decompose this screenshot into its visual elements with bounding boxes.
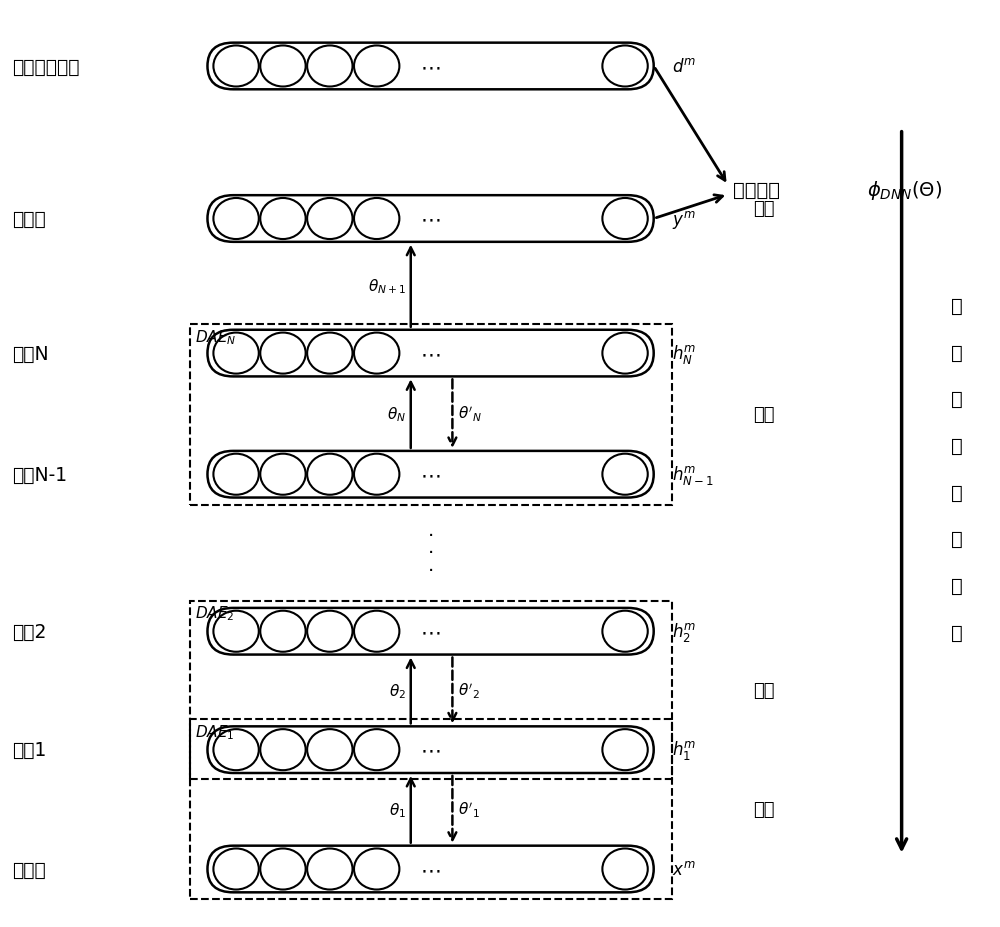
Circle shape	[260, 333, 306, 375]
Text: $\phi_{DNN}(\Theta)$: $\phi_{DNN}(\Theta)$	[867, 179, 942, 202]
Circle shape	[354, 611, 399, 652]
Text: $\cdots$: $\cdots$	[420, 57, 441, 77]
Text: $\theta_{N+1}$: $\theta_{N+1}$	[368, 277, 406, 296]
Text: $\theta'_1$: $\theta'_1$	[458, 800, 480, 819]
Text: 隐层N-1: 隐层N-1	[12, 465, 67, 484]
Circle shape	[354, 46, 399, 87]
Circle shape	[260, 848, 306, 890]
Text: 分: 分	[951, 297, 963, 316]
Circle shape	[354, 848, 399, 890]
Text: 播: 播	[951, 623, 963, 641]
Circle shape	[213, 46, 259, 87]
Text: $h_1^m$: $h_1^m$	[672, 739, 696, 761]
Text: $\theta'_N$: $\theta'_N$	[458, 404, 482, 424]
FancyBboxPatch shape	[207, 44, 654, 90]
Text: $h_{N-1}^m$: $h_{N-1}^m$	[672, 464, 713, 486]
Text: 向: 向	[951, 529, 963, 549]
FancyBboxPatch shape	[207, 196, 654, 243]
Bar	[190, 719, 672, 898]
FancyBboxPatch shape	[207, 845, 654, 893]
Circle shape	[307, 848, 353, 890]
Circle shape	[602, 848, 648, 890]
Circle shape	[307, 333, 353, 375]
FancyBboxPatch shape	[207, 727, 654, 773]
Circle shape	[260, 46, 306, 87]
Circle shape	[307, 611, 353, 652]
Text: 差: 差	[951, 437, 963, 455]
Text: 实际分类结果: 实际分类结果	[12, 57, 80, 76]
Text: 微调: 微调	[753, 406, 774, 424]
Text: 传: 传	[951, 577, 963, 595]
Circle shape	[213, 333, 259, 375]
Text: $DAE_2$: $DAE_2$	[195, 603, 234, 622]
Circle shape	[307, 46, 353, 87]
Text: 微调: 微调	[753, 800, 774, 818]
Text: $DAE_1$: $DAE_1$	[195, 722, 234, 741]
Text: 误: 误	[951, 390, 963, 409]
Circle shape	[602, 46, 648, 87]
Circle shape	[213, 611, 259, 652]
Circle shape	[260, 198, 306, 240]
Circle shape	[602, 333, 648, 375]
FancyBboxPatch shape	[207, 608, 654, 654]
Text: 隐层1: 隐层1	[12, 741, 46, 759]
Text: $d^m$: $d^m$	[672, 57, 696, 76]
Circle shape	[602, 730, 648, 770]
Circle shape	[602, 454, 648, 495]
Circle shape	[213, 848, 259, 890]
Text: $y^m$: $y^m$	[672, 209, 695, 230]
Text: 输入层: 输入层	[12, 859, 46, 879]
Text: 隐层N: 隐层N	[12, 344, 49, 363]
Text: $h_2^m$: $h_2^m$	[672, 620, 696, 643]
Text: $\cdots$: $\cdots$	[420, 859, 441, 879]
Text: $\cdots$: $\cdots$	[420, 740, 441, 760]
Circle shape	[354, 198, 399, 240]
Circle shape	[213, 454, 259, 495]
Text: $DAE_N$: $DAE_N$	[195, 328, 236, 347]
Circle shape	[260, 454, 306, 495]
Text: 微调: 微调	[753, 199, 774, 218]
Text: $\theta_N$: $\theta_N$	[387, 405, 406, 424]
Text: 输出层: 输出层	[12, 210, 46, 229]
Text: 反: 反	[951, 483, 963, 502]
Text: $x^m$: $x^m$	[672, 860, 695, 878]
Text: $h_N^m$: $h_N^m$	[672, 342, 696, 365]
Circle shape	[213, 198, 259, 240]
Text: $\theta_2$: $\theta_2$	[389, 681, 406, 700]
FancyBboxPatch shape	[207, 330, 654, 377]
Text: 类: 类	[951, 343, 963, 362]
Circle shape	[260, 730, 306, 770]
Text: 分类误差: 分类误差	[733, 181, 786, 200]
Circle shape	[307, 454, 353, 495]
Circle shape	[602, 198, 648, 240]
Bar	[190, 325, 672, 505]
Circle shape	[213, 730, 259, 770]
Circle shape	[260, 611, 306, 652]
Circle shape	[354, 333, 399, 375]
Text: $\theta_1$: $\theta_1$	[389, 800, 406, 819]
Text: $\cdots$: $\cdots$	[420, 622, 441, 641]
Text: $\theta'_2$: $\theta'_2$	[458, 681, 480, 700]
Text: 微调: 微调	[753, 681, 774, 700]
Text: $\cdots$: $\cdots$	[420, 464, 441, 485]
Circle shape	[354, 454, 399, 495]
Circle shape	[307, 198, 353, 240]
Text: 隐层2: 隐层2	[12, 622, 46, 641]
Circle shape	[602, 611, 648, 652]
Circle shape	[354, 730, 399, 770]
Text: ·
·
·: · · ·	[427, 527, 434, 580]
Text: $\cdots$: $\cdots$	[420, 344, 441, 363]
Text: $\cdots$: $\cdots$	[420, 210, 441, 229]
Circle shape	[307, 730, 353, 770]
Bar	[190, 601, 672, 780]
FancyBboxPatch shape	[207, 451, 654, 498]
